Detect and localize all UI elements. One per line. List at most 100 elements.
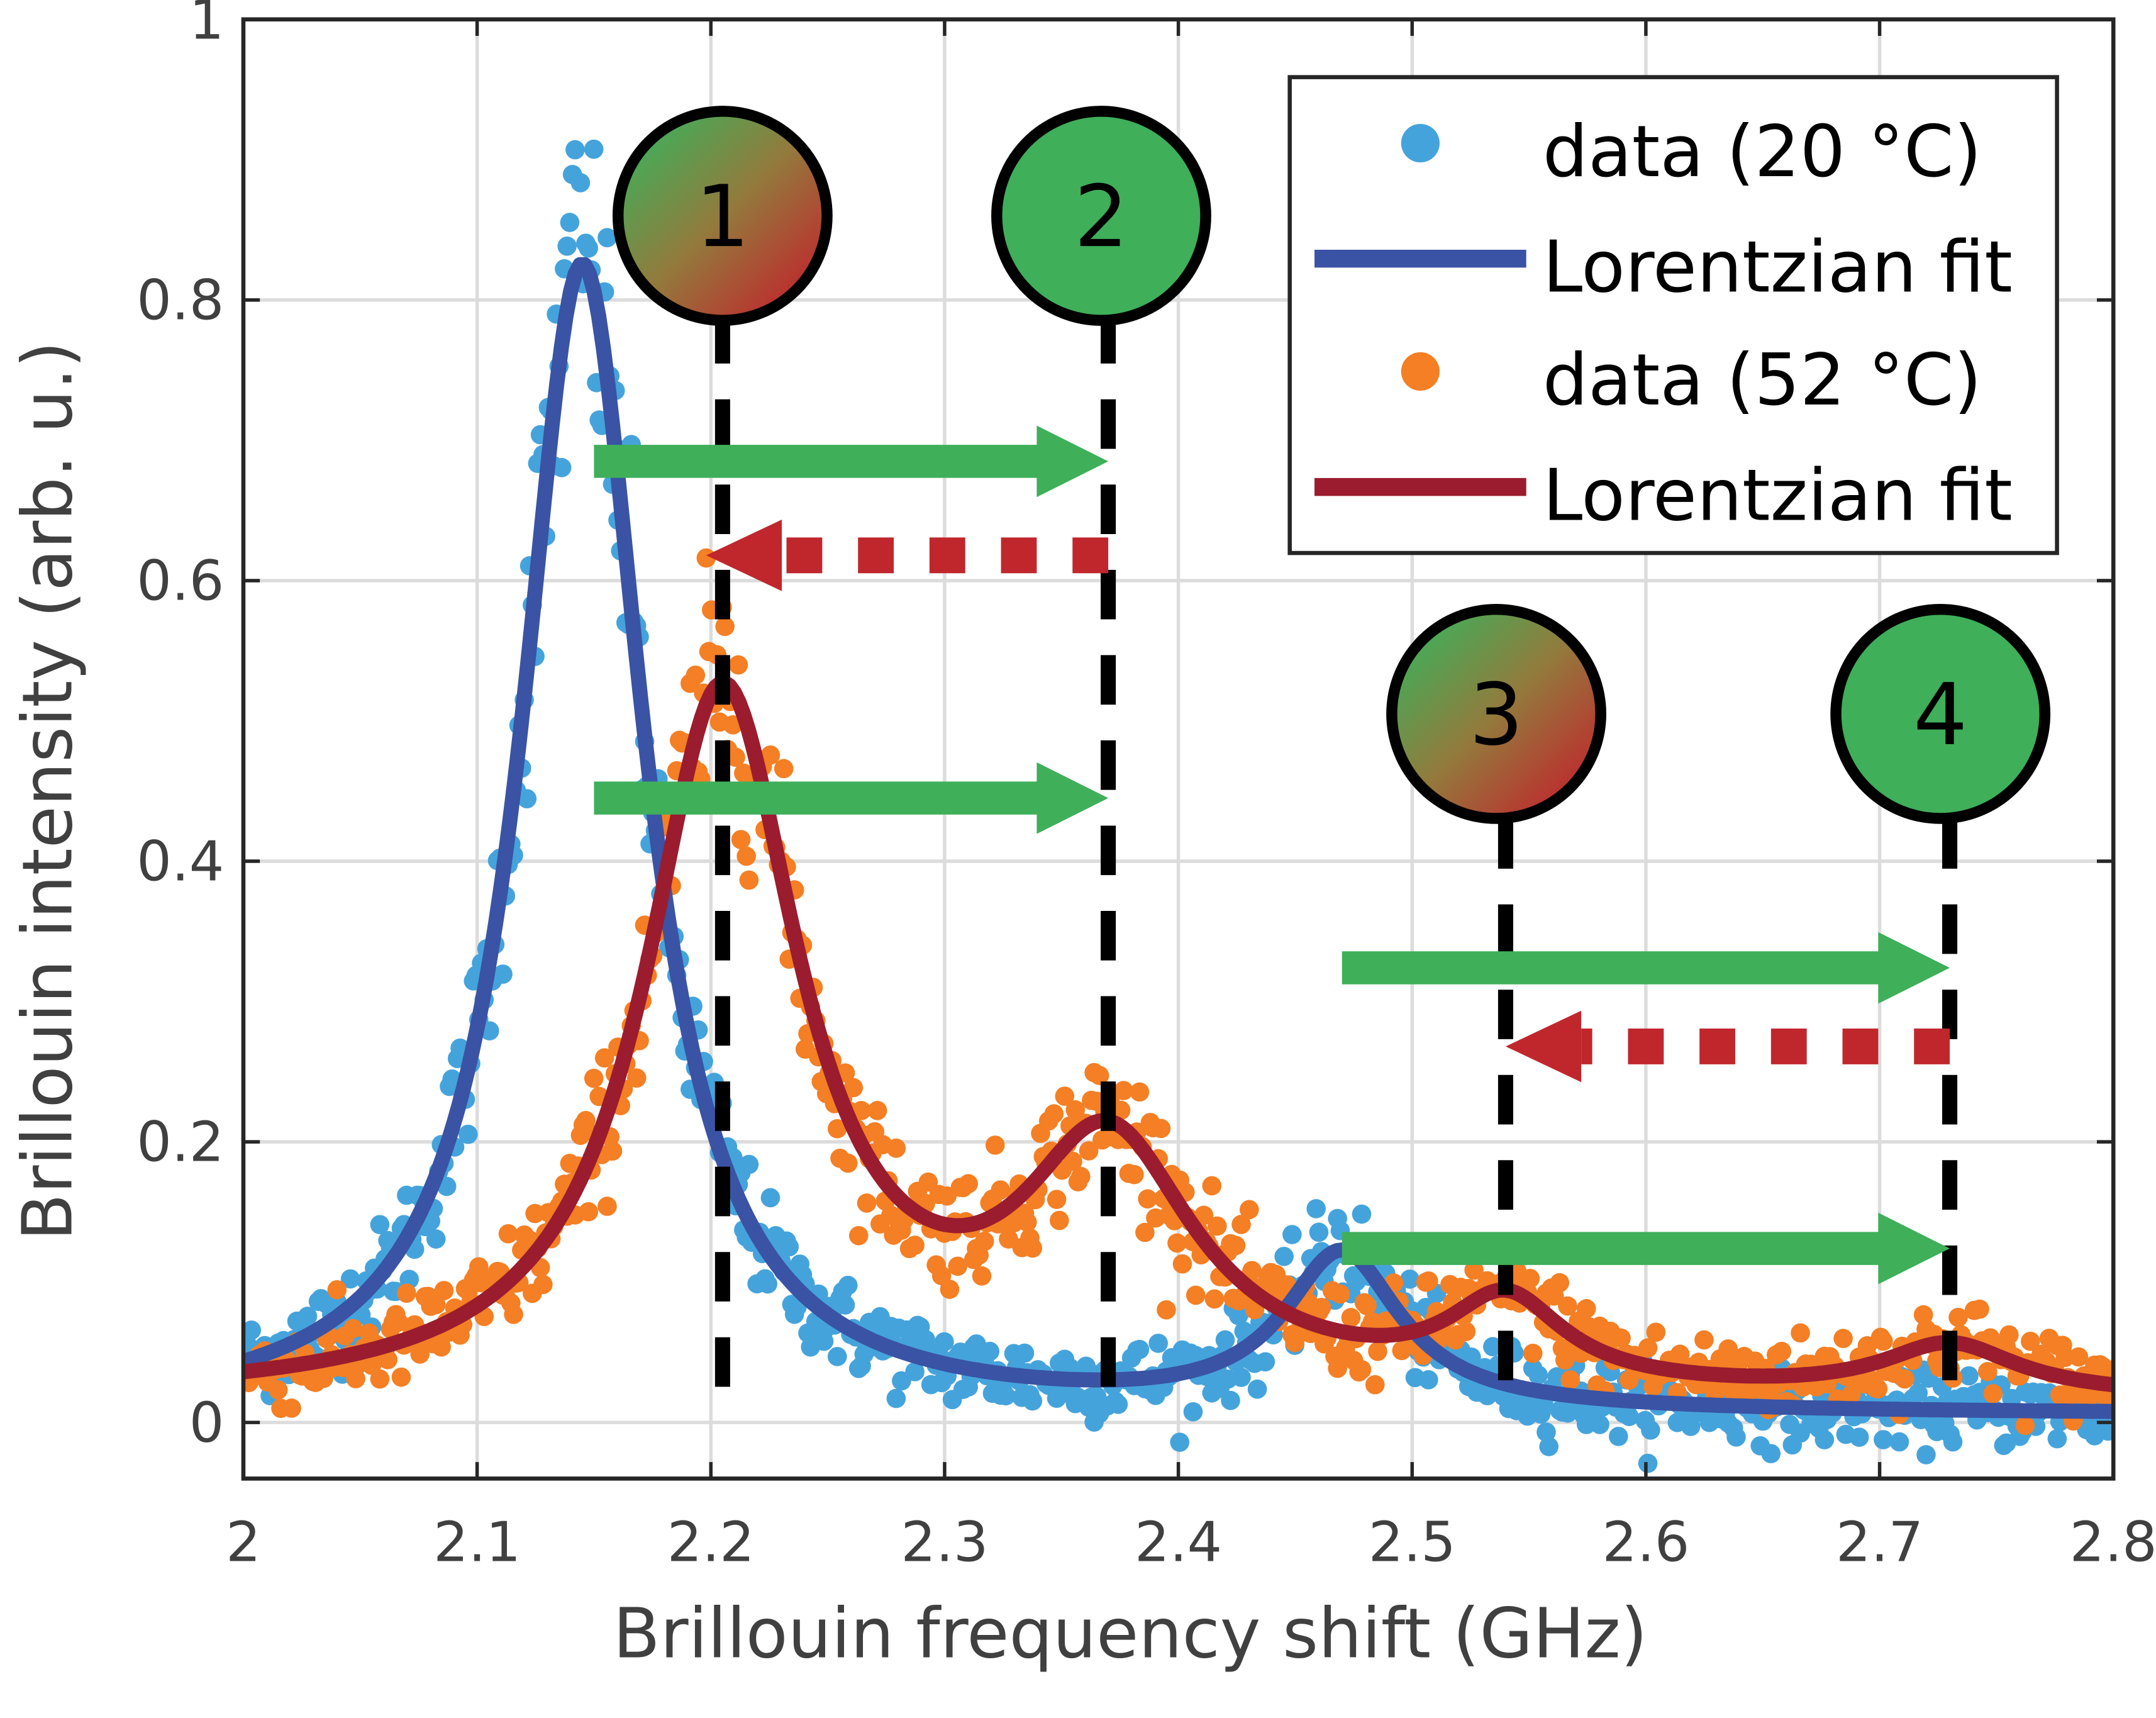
legend-label-data-52: data (52 °C) xyxy=(1543,338,1982,421)
x-tick-label: 2.7 xyxy=(1836,1510,1923,1575)
data-point xyxy=(1255,1352,1275,1372)
data-point xyxy=(1520,1269,1540,1288)
data-point xyxy=(1833,1329,1853,1349)
data-point xyxy=(594,1048,614,1068)
data-point xyxy=(760,1188,781,1208)
data-point xyxy=(579,238,598,258)
data-point xyxy=(1550,1273,1570,1293)
data-point xyxy=(1130,1082,1150,1102)
legend-marker-data-20 xyxy=(1401,123,1440,163)
data-point xyxy=(2098,1421,2114,1441)
data-point xyxy=(1111,1100,1131,1120)
data-point xyxy=(852,1101,871,1120)
data-point xyxy=(1186,1285,1206,1305)
data-point xyxy=(1948,1307,1968,1327)
data-point xyxy=(838,1276,858,1295)
data-point xyxy=(739,1154,759,1174)
data-point xyxy=(1240,1200,1259,1220)
data-point xyxy=(584,1068,604,1088)
data-point xyxy=(1341,1308,1361,1327)
data-point xyxy=(1620,1407,1639,1426)
legend-label-data-20: data (20 °C) xyxy=(1543,109,1982,193)
data-point xyxy=(297,1307,318,1326)
data-point xyxy=(1108,1395,1128,1414)
data-point xyxy=(1050,1210,1069,1230)
data-point xyxy=(2103,1359,2114,1380)
data-point xyxy=(2021,1331,2040,1351)
data-point xyxy=(389,1312,408,1332)
data-point xyxy=(886,1138,906,1158)
data-point xyxy=(1959,1366,1979,1386)
data-point xyxy=(1868,1379,1888,1398)
data-point xyxy=(1908,1383,1928,1403)
data-point xyxy=(570,173,591,192)
data-point xyxy=(1172,1254,1192,1274)
data-point xyxy=(843,1078,864,1098)
data-point xyxy=(2047,1429,2067,1449)
data-point xyxy=(1456,1322,1476,1341)
data-point xyxy=(1055,1086,1075,1106)
data-point xyxy=(1536,1422,1556,1442)
data-point xyxy=(758,1274,777,1294)
data-point xyxy=(1207,1216,1227,1236)
data-point xyxy=(2069,1347,2089,1367)
numbered-marker xyxy=(1830,603,2051,824)
data-point xyxy=(1071,1166,1091,1186)
data-point xyxy=(1023,1391,1043,1411)
numbered-marker-label: 1 xyxy=(696,167,750,266)
data-point xyxy=(626,1068,647,1088)
data-point xyxy=(340,1269,360,1289)
y-tick-label: 0.4 xyxy=(136,830,224,894)
data-point xyxy=(739,870,759,890)
data-point xyxy=(1772,1341,1792,1361)
data-point xyxy=(434,1281,454,1300)
data-point xyxy=(1202,1176,1222,1196)
data-point xyxy=(504,1305,523,1324)
data-point xyxy=(426,1295,446,1315)
data-point xyxy=(905,1236,925,1255)
numbered-marker xyxy=(991,106,1211,326)
lorentzian-fit-line xyxy=(243,257,2114,1419)
data-point xyxy=(827,1118,847,1139)
data-point xyxy=(774,759,794,779)
data-point xyxy=(584,139,604,159)
fit-layer xyxy=(243,257,2114,1419)
data-point xyxy=(1226,1236,1246,1256)
data-point xyxy=(1611,1328,1631,1348)
data-point xyxy=(1464,1260,1484,1280)
data-point xyxy=(410,1344,430,1364)
data-point xyxy=(493,964,513,984)
data-point xyxy=(1895,1369,1914,1389)
y-tick-label: 1 xyxy=(189,0,225,52)
data-point xyxy=(397,1283,416,1303)
data-point xyxy=(1183,1402,1203,1422)
data-point xyxy=(991,1180,1011,1200)
data-point xyxy=(1228,1306,1248,1325)
data-point xyxy=(1528,1365,1548,1385)
data-point xyxy=(1357,1296,1377,1315)
data-point xyxy=(1231,1215,1251,1234)
data-point xyxy=(1999,1325,2019,1345)
data-point xyxy=(779,1237,799,1257)
data-point xyxy=(835,1295,855,1315)
shift-arrow-green xyxy=(1342,1212,1950,1285)
data-point xyxy=(1849,1427,1869,1447)
numbered-marker-label: 2 xyxy=(1074,167,1128,266)
data-point xyxy=(1978,1362,1998,1381)
data-point xyxy=(557,236,577,256)
data-point xyxy=(760,745,781,765)
data-point xyxy=(597,1196,617,1216)
shift-arrow-green xyxy=(594,425,1109,498)
data-point xyxy=(1282,1225,1302,1244)
lorentzian-fit-line xyxy=(243,675,2114,1393)
data-point xyxy=(1076,1356,1096,1376)
x-axis-label: Brillouin frequency shift (GHz) xyxy=(613,1594,1648,1674)
data-point xyxy=(268,1380,288,1400)
data-point xyxy=(996,1386,1016,1406)
data-point xyxy=(1167,1233,1187,1253)
data-point xyxy=(391,1367,411,1387)
data-point xyxy=(959,1174,978,1194)
data-point xyxy=(985,1135,1005,1155)
data-point xyxy=(731,830,751,849)
